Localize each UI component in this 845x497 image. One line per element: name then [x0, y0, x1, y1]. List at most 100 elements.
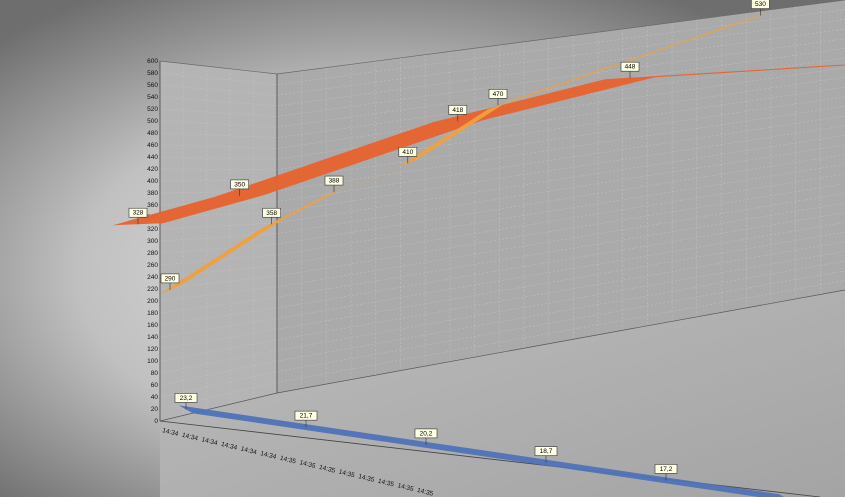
- data-label-box: [398, 147, 418, 157]
- data-label-box: [174, 393, 198, 403]
- back-gridline: [276, 251, 845, 351]
- side-gridline: [159, 168, 278, 170]
- side-gridline: [159, 156, 278, 160]
- y-tick-label: 500: [147, 118, 158, 125]
- data-label-box: [230, 179, 249, 190]
- y-tick-label: 40: [151, 394, 159, 401]
- y-tick-label: 480: [147, 130, 158, 137]
- y-tick-label: 120: [147, 346, 158, 353]
- data-label: 418: [452, 107, 463, 114]
- series-ribbon-2: [113, 64, 845, 226]
- side-gridline: [159, 72, 278, 85]
- x-tick-label: 14:35: [377, 478, 395, 489]
- data-label: 23,2: [180, 395, 193, 402]
- side-gridline: [159, 108, 278, 117]
- y-tick-label: 560: [147, 82, 158, 89]
- y-tick-label: 220: [147, 286, 158, 293]
- y-tick-label: 80: [151, 370, 159, 377]
- data-label: 350: [234, 181, 245, 188]
- x-tick-label: 14:34: [162, 427, 180, 438]
- data-label: 328: [133, 210, 144, 217]
- data-label: 17,2: [660, 466, 673, 473]
- data-label: 290: [165, 275, 176, 282]
- side-gridline: [159, 211, 278, 218]
- y-tick-label: 440: [147, 154, 158, 161]
- y-tick-label: 320: [147, 226, 158, 233]
- data-label: 20,2: [420, 430, 433, 437]
- back-gridline: [276, 28, 845, 107]
- back-gridline: [276, 48, 845, 128]
- side-gridline: [159, 120, 278, 128]
- data-label-box: [751, 0, 770, 9]
- x-tick-label: 14:35: [338, 469, 356, 480]
- side-gridline: [159, 132, 278, 139]
- data-label: 358: [266, 210, 277, 217]
- data-label-box: [160, 273, 180, 284]
- data-label: 530: [755, 1, 766, 8]
- side-gridline: [159, 96, 278, 107]
- data-label-box: [654, 464, 678, 474]
- x-tick-label: 14:34: [201, 436, 219, 447]
- x-tick-label: 14:35: [318, 464, 336, 475]
- data-label-box: [620, 61, 640, 72]
- side-gridline: [159, 222, 278, 230]
- x-tick-label: 14:35: [416, 487, 434, 497]
- data-label-box: [262, 207, 281, 218]
- side-wall: [160, 61, 277, 421]
- data-label: 18,7: [540, 448, 553, 455]
- back-gridline: [276, 19, 845, 96]
- y-tick-label: 280: [147, 250, 158, 257]
- y-tick-label: 380: [147, 190, 158, 197]
- x-tick-label: 14:35: [397, 482, 415, 493]
- x-tick-label: 14:35: [299, 459, 317, 470]
- y-tick-label: 180: [147, 310, 158, 317]
- y-tick-label: 360: [147, 202, 158, 209]
- side-gridline: [159, 84, 278, 96]
- x-tick-label: 14:35: [358, 473, 376, 484]
- side-gridline: [159, 254, 278, 266]
- y-tick-label: 200: [147, 298, 158, 305]
- data-label-box: [534, 446, 558, 456]
- y-tick-label: 400: [147, 178, 158, 185]
- data-label-box: [448, 104, 468, 115]
- data-label-box: [488, 89, 508, 99]
- x-tick-label: 14:34: [181, 432, 199, 443]
- y-tick-label: 520: [147, 106, 158, 113]
- back-gridline: [276, 260, 845, 362]
- back-gridline: [276, 222, 845, 319]
- data-label: 448: [625, 64, 636, 71]
- data-label: 410: [402, 149, 413, 156]
- back-gridline: [276, 9, 845, 85]
- y-tick-label: 420: [147, 166, 158, 173]
- data-label-box: [128, 207, 148, 218]
- series-ribbon-1: [179, 405, 785, 497]
- y-tick-label: 600: [147, 58, 158, 65]
- side-gridline: [159, 265, 278, 278]
- y-tick-label: 100: [147, 358, 158, 365]
- x-tick-label: 14:35: [279, 455, 297, 466]
- side-gridline: [159, 180, 278, 182]
- side-gridline: [159, 144, 278, 149]
- data-label: 470: [493, 91, 504, 98]
- side-gridline: [159, 201, 278, 206]
- y-tick-label: 140: [147, 334, 158, 341]
- y-tick-label: 60: [151, 382, 159, 389]
- y-tick-label: 20: [151, 406, 159, 413]
- data-label: 21,7: [300, 413, 313, 420]
- side-gridline: [159, 243, 278, 254]
- y-tick-label: 300: [147, 238, 158, 245]
- x-tick-label: 14:34: [240, 446, 258, 457]
- y-tick-label: 580: [147, 70, 158, 77]
- back-gridline: [276, 231, 845, 330]
- floor-plane: [160, 290, 845, 497]
- back-gridline: [276, 270, 845, 372]
- data-label-box: [294, 410, 318, 421]
- back-gridline: [276, 280, 845, 383]
- y-tick-label: 260: [147, 262, 158, 269]
- data-label-box: [414, 428, 438, 439]
- back-gridline: [276, 241, 845, 341]
- y-tick-label: 540: [147, 94, 158, 101]
- x-tick-label: 14:34: [220, 441, 238, 452]
- back-gridline: [276, 38, 845, 117]
